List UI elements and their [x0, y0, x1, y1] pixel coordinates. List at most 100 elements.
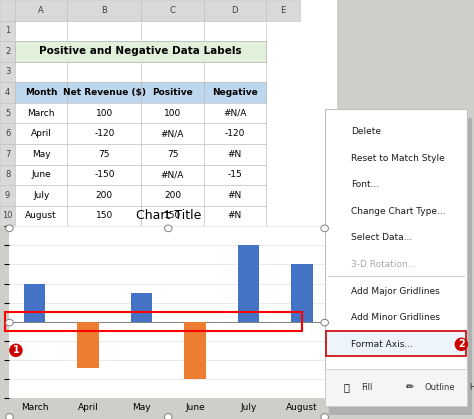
Bar [15, 82, 67, 103]
Text: #N/A: #N/A [223, 109, 246, 118]
Bar [15, 206, 67, 226]
Bar [0, 144, 15, 165]
Bar [15, 62, 67, 82]
Bar [67, 144, 141, 165]
Text: -120: -120 [225, 129, 245, 138]
Bar [67, 185, 141, 206]
Bar [326, 331, 466, 356]
Text: April: April [31, 129, 52, 138]
Text: A: A [38, 6, 44, 15]
Text: 1: 1 [5, 26, 10, 35]
Bar [67, 144, 141, 165]
Bar [67, 0, 141, 21]
Text: 3: 3 [5, 67, 10, 77]
Bar [141, 41, 204, 62]
Bar [67, 185, 141, 206]
Title: Chart Title: Chart Title [136, 210, 201, 222]
Text: E: E [280, 6, 285, 15]
Bar [141, 144, 204, 165]
Text: Horizontal (: Horizontal ( [470, 383, 474, 392]
Bar [204, 82, 266, 103]
Text: Select Data...: Select Data... [351, 233, 412, 242]
Text: Negative: Negative [212, 88, 257, 97]
Text: 100: 100 [164, 109, 181, 118]
Bar [204, 82, 266, 103]
Bar [141, 82, 204, 103]
Bar [204, 165, 266, 185]
Text: 8: 8 [5, 171, 10, 179]
Bar [204, 21, 266, 41]
Text: May: May [32, 150, 51, 159]
Text: 9: 9 [5, 191, 10, 200]
Bar [15, 165, 67, 185]
Bar [67, 124, 141, 144]
Text: Font...: Font... [351, 180, 379, 189]
Bar [67, 82, 141, 103]
Text: #N/A: #N/A [161, 129, 184, 138]
Bar [15, 103, 67, 124]
Text: Format Axis...: Format Axis... [351, 340, 413, 349]
Bar [15, 0, 67, 21]
Bar [325, 369, 467, 406]
Text: Delete: Delete [351, 127, 381, 136]
Bar [67, 62, 141, 82]
Text: 4: 4 [5, 88, 10, 97]
Bar [77, 322, 99, 367]
Text: August: August [26, 212, 57, 220]
Text: Net Revenue ($): Net Revenue ($) [63, 88, 146, 97]
Text: 3-D Rotation...: 3-D Rotation... [351, 260, 417, 269]
Bar [15, 185, 67, 206]
Text: Outline: Outline [425, 383, 455, 392]
Text: ✏: ✏ [406, 382, 414, 392]
Bar [204, 144, 266, 165]
Text: 5: 5 [5, 109, 10, 118]
Bar [15, 165, 67, 185]
Bar [15, 82, 67, 103]
Bar [0, 41, 15, 62]
Bar [131, 293, 152, 322]
Bar [204, 206, 266, 226]
Text: Month: Month [25, 88, 57, 97]
Text: 2: 2 [5, 47, 10, 56]
Bar [15, 41, 266, 62]
Bar [15, 103, 67, 124]
Bar [141, 144, 204, 165]
Bar [141, 165, 204, 185]
Text: D: D [231, 6, 238, 15]
Text: 75: 75 [167, 150, 178, 159]
Bar [141, 206, 204, 226]
Text: -150: -150 [94, 171, 115, 179]
Bar [141, 185, 204, 206]
Text: Add Minor Gridlines: Add Minor Gridlines [351, 313, 440, 322]
Bar [204, 185, 266, 206]
Bar [67, 41, 141, 62]
Text: 7: 7 [5, 150, 10, 159]
Text: Positive and Negative Data Labels: Positive and Negative Data Labels [39, 47, 242, 57]
Bar [141, 124, 204, 144]
Bar [266, 0, 300, 21]
Bar [67, 165, 141, 185]
Bar [15, 144, 67, 165]
Bar [67, 206, 141, 226]
Text: 150: 150 [96, 212, 113, 220]
Bar [0, 21, 15, 41]
Bar [0, 206, 15, 226]
Bar [67, 103, 141, 124]
Bar [15, 144, 67, 165]
Text: Positive: Positive [152, 88, 193, 97]
Bar [141, 103, 204, 124]
Bar [141, 185, 204, 206]
Text: Change Chart Type...: Change Chart Type... [351, 207, 446, 216]
Bar [67, 82, 141, 103]
Bar [204, 144, 266, 165]
Text: #N/A: #N/A [161, 171, 184, 179]
Bar [5, 312, 302, 331]
Bar [141, 0, 204, 21]
Bar [141, 124, 204, 144]
Bar [204, 0, 266, 21]
Bar [67, 103, 141, 124]
Text: 10: 10 [2, 212, 13, 220]
Bar [15, 206, 67, 226]
Bar [204, 103, 266, 124]
Text: 2: 2 [458, 339, 465, 349]
